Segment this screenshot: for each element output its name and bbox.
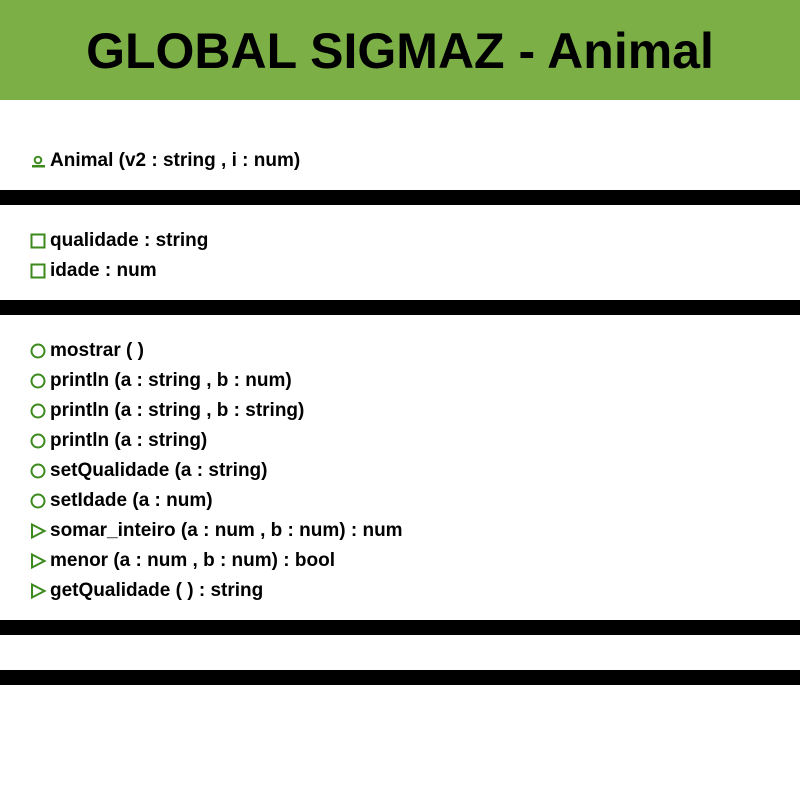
constructor-icon bbox=[32, 155, 45, 168]
method-circle-icon bbox=[30, 433, 46, 449]
field-square-icon bbox=[30, 263, 46, 279]
function-triangle-icon bbox=[31, 552, 47, 570]
method-row: setIdade (a : num) bbox=[30, 489, 213, 513]
method-circle-icon bbox=[30, 373, 46, 389]
field-row: idade : num bbox=[30, 259, 157, 283]
function-label: getQualidade ( ) : string bbox=[50, 580, 264, 601]
method-row: println (a : string , b : num) bbox=[30, 369, 292, 393]
method-row: mostrar ( ) bbox=[30, 339, 144, 363]
function-label: somar_inteiro (a : num , b : num) : num bbox=[50, 520, 403, 541]
function-row: menor (a : num , b : num) : bool bbox=[30, 549, 335, 573]
method-circle-icon bbox=[30, 493, 46, 509]
field-square-icon bbox=[30, 233, 46, 249]
constructor-row: Animal (v2 : string , i : num) bbox=[30, 149, 300, 173]
section-divider bbox=[0, 300, 800, 315]
function-triangle-icon bbox=[31, 582, 47, 600]
function-label: menor (a : num , b : num) : bool bbox=[50, 550, 335, 571]
function-triangle-icon bbox=[31, 522, 47, 540]
method-label: println (a : string , b : string) bbox=[50, 400, 305, 421]
class-title: GLOBAL SIGMAZ - Animal bbox=[86, 23, 714, 79]
function-row: getQualidade ( ) : string bbox=[30, 579, 263, 603]
method-label: println (a : string , b : num) bbox=[50, 370, 292, 391]
function-row: somar_inteiro (a : num , b : num) : num bbox=[30, 519, 403, 543]
section-divider bbox=[0, 190, 800, 205]
method-label: println (a : string) bbox=[50, 430, 208, 451]
method-circle-icon bbox=[30, 343, 46, 359]
field-label: qualidade : string bbox=[50, 230, 209, 251]
class-header: GLOBAL SIGMAZ - Animal bbox=[0, 0, 800, 100]
method-circle-icon bbox=[30, 403, 46, 419]
method-circle-icon bbox=[30, 463, 46, 479]
field-row: qualidade : string bbox=[30, 229, 208, 253]
method-row: setQualidade (a : string) bbox=[30, 459, 267, 483]
method-row: println (a : string) bbox=[30, 429, 207, 453]
method-label: setIdade (a : num) bbox=[50, 490, 213, 511]
field-label: idade : num bbox=[50, 260, 157, 281]
method-row: println (a : string , b : string) bbox=[30, 399, 304, 423]
method-label: setQualidade (a : string) bbox=[50, 460, 268, 481]
method-label: mostrar ( ) bbox=[50, 340, 144, 361]
section-divider bbox=[0, 670, 800, 685]
section-divider bbox=[0, 620, 800, 635]
constructor-label: Animal (v2 : string , i : num) bbox=[50, 150, 301, 171]
